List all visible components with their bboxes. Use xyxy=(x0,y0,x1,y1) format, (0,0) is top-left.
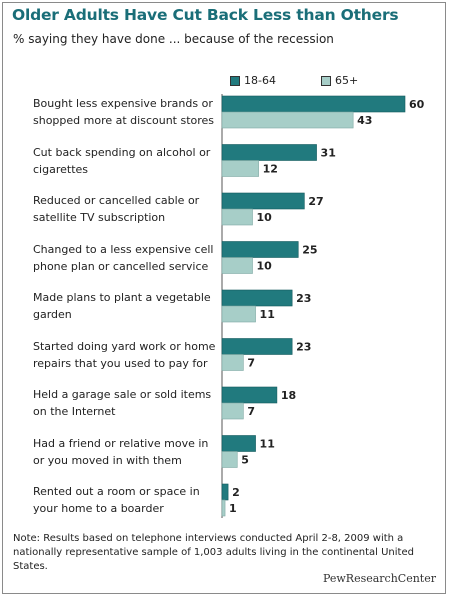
category-label: Reduced or cancelled cable or satellite T… xyxy=(33,192,223,226)
bar-18-64 xyxy=(221,241,299,258)
legend-label-18-64: 18-64 xyxy=(244,74,276,87)
legend-swatch-65plus xyxy=(321,75,331,86)
bar-18-64 xyxy=(221,289,293,307)
data-label: 25 xyxy=(302,244,317,257)
bar-65plus xyxy=(221,451,238,468)
data-label: 10 xyxy=(257,211,273,224)
category-label-line: Bought less expensive brands or xyxy=(33,97,213,110)
data-label: 27 xyxy=(308,195,323,208)
data-label: 23 xyxy=(296,341,311,354)
data-label: 31 xyxy=(321,147,336,160)
legend-swatch-18-64 xyxy=(230,75,240,86)
chart-title: Older Adults Have Cut Back Less than Oth… xyxy=(12,6,399,24)
category-label-line: satellite TV subscription xyxy=(33,211,166,224)
bar-18-64 xyxy=(221,95,406,113)
bar-65plus xyxy=(221,257,253,274)
category-label-line: Had a friend or relative move in xyxy=(33,436,209,450)
legend-item-18-64: 18-64 xyxy=(230,74,276,87)
legend-item-65plus: 65+ xyxy=(321,74,358,87)
bar-65plus xyxy=(221,499,226,517)
category-label-line: shopped more at discount stores xyxy=(33,114,215,127)
data-label: 7 xyxy=(247,357,255,370)
bar-65plus xyxy=(221,160,259,177)
category-label: Cut back spending on alcohol or cigarette… xyxy=(33,144,223,178)
data-label: 11 xyxy=(260,438,275,451)
data-label: 18 xyxy=(281,389,296,402)
category-label: Rented out a room or space in your home t… xyxy=(33,483,223,517)
category-label-line: cigarettes xyxy=(33,162,88,176)
bar-18-64 xyxy=(221,338,293,355)
data-label: 11 xyxy=(260,308,275,321)
legend-label-65plus: 65+ xyxy=(335,74,359,87)
category-label: Bought less expensive brands or shopped m… xyxy=(33,95,223,129)
data-label: 1 xyxy=(229,502,237,515)
category-label-line: Made plans to plant a vegetable xyxy=(33,291,211,304)
category-label-line: Cut back spending on alcohol or xyxy=(33,145,211,159)
data-label: 10 xyxy=(257,260,273,273)
category-label-line: garden xyxy=(33,308,72,321)
data-label: 7 xyxy=(247,405,255,418)
category-label: Changed to a less expensive cell phone pl… xyxy=(33,241,223,275)
category-label: Made plans to plant a vegetable garden xyxy=(33,289,223,323)
category-label-line: Held a garage sale or sold items xyxy=(33,388,212,401)
bar-65plus xyxy=(221,208,253,226)
chart-subtitle: % saying they have done ... because of t… xyxy=(13,32,334,46)
bar-65plus xyxy=(221,305,256,323)
bar-65plus xyxy=(221,354,244,371)
data-label: 23 xyxy=(296,292,311,305)
category-label-line: Rented out a room or space in xyxy=(33,485,200,498)
data-label: 5 xyxy=(241,454,249,467)
bar-18-64 xyxy=(221,386,278,404)
bar-18-64 xyxy=(221,144,317,161)
data-label: 2 xyxy=(232,486,240,499)
category-label-line: Reduced or cancelled cable or xyxy=(33,194,200,207)
data-label: 12 xyxy=(263,163,278,176)
methodology-note: Note: Results based on telephone intervi… xyxy=(13,533,414,572)
source-brand: PewResearchCenter xyxy=(322,572,436,585)
category-label-line: repairs that you used to pay for xyxy=(33,356,208,370)
bar-18-64 xyxy=(221,483,229,501)
category-label: Started doing yard work or home repairs t… xyxy=(33,338,223,372)
category-label: Had a friend or relative move in or you m… xyxy=(33,435,223,469)
bar-18-64 xyxy=(221,435,256,452)
bar-18-64 xyxy=(221,192,305,210)
data-label: 43 xyxy=(357,114,372,127)
category-label-line: your home to a boarder xyxy=(33,502,164,515)
category-label-line: Started doing yard work or home xyxy=(33,339,216,353)
category-label-line: or you moved in with them xyxy=(33,453,182,467)
category-label-line: Changed to a less expensive cell xyxy=(33,242,214,256)
bar-65plus xyxy=(221,402,244,420)
bar-65plus xyxy=(221,111,354,129)
data-label: 60 xyxy=(409,98,425,111)
category-label-line: on the Internet xyxy=(33,405,116,418)
category-label-line: phone plan or cancelled service xyxy=(33,259,209,273)
category-label: Held a garage sale or sold items on the I… xyxy=(33,386,223,420)
